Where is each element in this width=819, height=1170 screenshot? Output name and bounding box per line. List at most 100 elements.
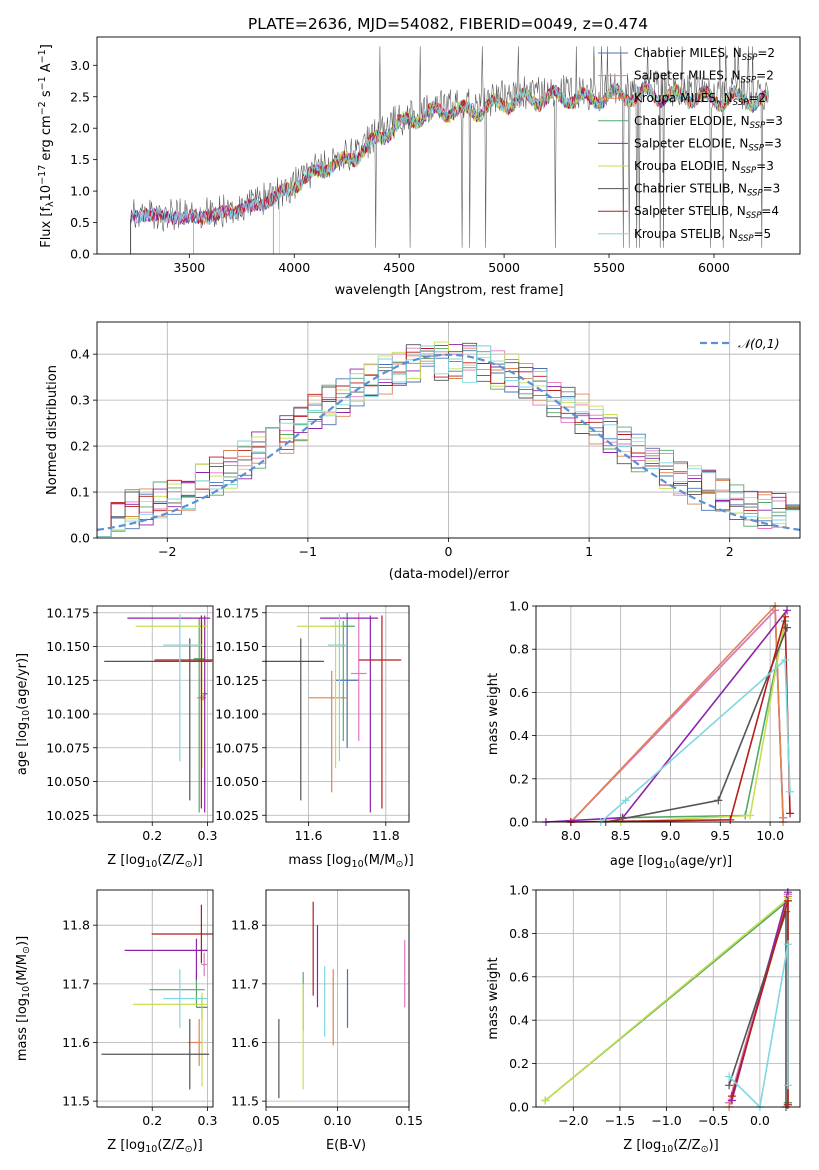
label-part: )]	[193, 1138, 203, 1153]
legend-sub: SSP	[742, 53, 758, 63]
legend-nssp: =2	[756, 69, 774, 83]
x-tick-label: 0.3	[198, 828, 218, 843]
weight-point-marker	[781, 656, 790, 664]
label-part: )]	[193, 853, 203, 868]
plot-area-mass-vs-Z	[101, 904, 213, 1090]
x-axis-label: wavelength [Angstrom, rest frame]	[335, 283, 564, 298]
legend-nssp: =4	[761, 204, 779, 218]
y-tick-label: 11.8	[62, 918, 90, 933]
y-tick-label: 10.050	[46, 774, 90, 789]
plot-area-spectrum	[130, 46, 769, 254]
weight-point-marker	[746, 811, 755, 820]
y-tick-label: 11.5	[62, 1094, 90, 1109]
axes-frame	[265, 605, 410, 823]
x-axis-label: Z [log10(Z/Z⊙)]	[107, 853, 202, 870]
y-tick-label: 10.100	[215, 707, 259, 722]
y-tick-label: 11.8	[231, 918, 259, 933]
panel-age-vs-mass: 11.6 11.8 10.025 10.050 10.075 10.100 10.125 10…	[215, 605, 413, 870]
y-tick-label: 0.0	[70, 247, 90, 262]
spectrum-line-series-8	[130, 81, 769, 254]
weight-point-marker	[726, 815, 735, 824]
y-tick-label: 0.1	[70, 485, 90, 500]
plot-area-age-vs-Z	[104, 614, 213, 813]
panel-mass-vs-ebv: 0.05 0.10 0.15 11.5 11.6 11.7 11.8 E(B-V)	[231, 889, 423, 1153]
legend-entry: Kroupa ELODIE, NSSP=3	[634, 159, 774, 176]
y-tick-label: 10.125	[215, 673, 259, 688]
y-tick-label: 0.0	[509, 1100, 529, 1115]
axes-frame	[535, 605, 801, 823]
axes-frame	[535, 889, 801, 1108]
legend-label: Chabrier ELODIE, N	[634, 114, 750, 128]
label-part: age [log	[610, 854, 663, 869]
legend-nssp: =5	[754, 227, 772, 241]
label-part: ⊙	[701, 1144, 709, 1155]
x-tick-label: 8.0	[561, 828, 581, 843]
legend-entry: Chabrier MILES, NSSP=2	[634, 46, 775, 63]
panel-weight-vs-age: 8.0 8.5 9.0 9.5 10.0 0.0 0.2 0.4 0.6 0.8 1.0 age [l…	[486, 599, 801, 871]
plot-area-age-vs-mass	[262, 612, 402, 813]
ticks-age-vs-mass: 11.6 11.8 10.025 10.050 10.075 10.100 10.125 10…	[215, 605, 400, 843]
y-tick-label: 0.4	[70, 347, 90, 362]
x-tick-label: 9.0	[661, 828, 681, 843]
weight-point-marker	[783, 896, 792, 905]
y-axis-label: Flux [fλ10−17 erg cm−2 s−1 A−1]	[37, 44, 56, 248]
axes-frame	[265, 889, 410, 1108]
panel-mass-vs-Z: 0.2 0.311.511.611.711.8Z [log10(Z/Z⊙)]mas…	[15, 889, 217, 1155]
x-tick-label: 6000	[698, 260, 730, 275]
panel-spectrum: 3500 4000 4500 5000 5500 6000 0.0 0.5 1.0 1.5 2.0 2…	[37, 36, 801, 298]
label-part: 10	[663, 860, 675, 871]
y-tick-label: 10.075	[215, 740, 259, 755]
y-tick-label: 0.4	[509, 728, 529, 743]
label-part: 10	[21, 710, 32, 722]
label-part: (Z/Z	[157, 853, 184, 868]
weight-point-marker	[783, 606, 792, 615]
weight-point-marker	[783, 1081, 792, 1090]
x-tick-label: 0.0	[750, 1113, 770, 1128]
normal-curve	[96, 353, 801, 531]
y-tick-label: 0.8	[509, 642, 529, 657]
label-part: (Z/Z	[673, 1138, 700, 1153]
y-tick-label: 10.175	[215, 605, 259, 620]
y-tick-label: 10.125	[46, 673, 90, 688]
grid-mass-vs-ebv	[265, 890, 410, 1107]
legend-sub: SSP	[746, 211, 762, 221]
y-tick-label: 11.6	[62, 1035, 90, 1050]
x-tick-label: 4000	[278, 260, 310, 275]
label-part: λ	[45, 201, 56, 207]
histogram-series-8	[97, 345, 800, 537]
label-part: ⊙	[185, 1144, 193, 1155]
y-axis-label: age [log10(age/yr)]	[15, 653, 32, 775]
y-tick-label: 2.5	[70, 89, 90, 104]
x-tick-label: −1.5	[605, 1113, 635, 1128]
y-tick-label: 10.150	[215, 639, 259, 654]
y-tick-label: 0.0	[70, 531, 90, 546]
label-part: )]	[404, 853, 414, 868]
y-tick-label: 0.2	[509, 1056, 529, 1071]
label-part: (Z/Z	[157, 1138, 184, 1153]
label-part: Z [log	[623, 1138, 661, 1153]
legend-label: Kroupa MILES, N	[634, 91, 733, 105]
x-tick-label: 5500	[593, 260, 625, 275]
label-part: )]	[709, 1138, 719, 1153]
weight-point-marker	[621, 796, 630, 805]
x-tick-label: −0.5	[698, 1113, 728, 1128]
ticks-spectrum: 3500 4000 4500 5000 5500 6000 0.0 0.5 1.0 1.5 2.0 2…	[70, 58, 730, 275]
label-part: s	[39, 90, 54, 101]
legend-normal-label: 𝒩(0,1)	[738, 336, 780, 351]
x-tick-label: 2	[726, 544, 734, 559]
label-part: ⊙	[185, 859, 193, 870]
x-tick-label: 5000	[488, 260, 520, 275]
label-part: ⊙	[396, 859, 404, 870]
label-part: )]	[15, 936, 30, 946]
label-part: (M/M	[15, 954, 30, 986]
legend-sub: SSP	[738, 234, 754, 244]
weight-point-marker	[541, 1096, 550, 1105]
legend-sub: SSP	[733, 98, 749, 108]
weight-point-marker	[786, 809, 795, 818]
label-part: ⊙	[21, 946, 32, 954]
label-part: (data-model)/error	[389, 567, 510, 582]
legend-sub: SSP	[741, 166, 757, 176]
y-tick-label: 10.025	[46, 808, 90, 823]
